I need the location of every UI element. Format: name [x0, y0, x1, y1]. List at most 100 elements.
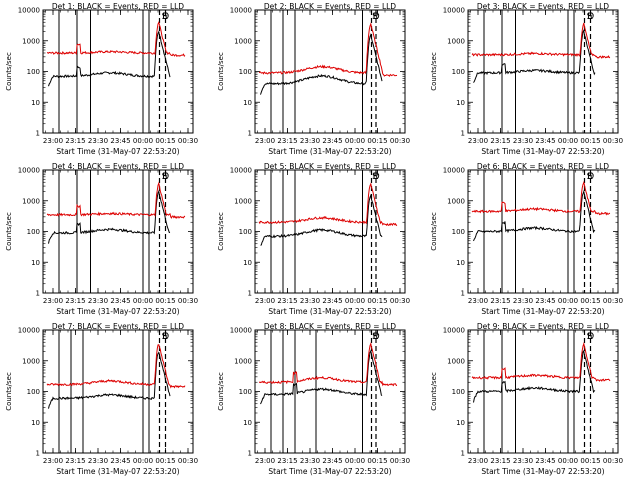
series-line-events	[260, 193, 383, 246]
event-marker-glyph: E	[373, 172, 379, 182]
event-marker-glyph: D	[373, 12, 380, 22]
x-tick-label: 00:30	[390, 137, 410, 145]
detector-plot-7: Det 7: BLACK = Events, RED = LLD Start Ti…	[5, 322, 198, 476]
y-axis-label: Counts/sec	[5, 212, 13, 251]
event-marker-glyph: E	[162, 12, 168, 22]
event-marker-glyph: S	[372, 332, 378, 342]
x-tick-label: 23:00	[468, 457, 488, 465]
event-marker-glyph: S	[162, 12, 168, 22]
x-tick-label: 23:45	[110, 457, 130, 465]
x-axis-label: Start Time (31-May-07 22:53:20)	[268, 147, 391, 156]
y-tick-label: 10	[243, 99, 252, 107]
y-tick-label: 10	[31, 259, 40, 267]
event-marker-glyph: E	[587, 172, 593, 182]
y-tick-label: 10	[31, 419, 40, 427]
x-tick-label: 00:30	[603, 457, 623, 465]
x-tick-label: 23:00	[255, 457, 275, 465]
y-tick-label: 10000	[230, 7, 252, 15]
x-axis-label: Start Time (31-May-07 22:53:20)	[56, 147, 179, 156]
x-tick-label: 23:30	[300, 137, 320, 145]
x-axis-label: Start Time (31-May-07 22:53:20)	[56, 467, 179, 476]
y-axis-label: Counts/sec	[5, 52, 13, 91]
event-marker-glyph: D	[162, 332, 169, 342]
event-marker-glyph: S	[162, 172, 168, 182]
y-tick-label: 10000	[443, 327, 465, 335]
detector-plot-9: Det 9: BLACK = Events, RED = LLD Start Ti…	[430, 322, 623, 476]
event-marker-glyph: E	[587, 332, 593, 342]
y-tick-label: 1	[36, 450, 40, 458]
x-tick-label: 00:00	[558, 137, 578, 145]
x-axis-label: Start Time (31-May-07 22:53:20)	[481, 467, 604, 476]
x-tick-label: 00:15	[155, 137, 175, 145]
y-axis-label: Counts/sec	[217, 372, 225, 411]
x-tick-label: 23:45	[110, 137, 130, 145]
y-axis-label: Counts/sec	[217, 212, 225, 251]
event-marker-glyph: S	[162, 332, 168, 342]
series-line-events	[48, 351, 171, 409]
plot-title: Det 7: BLACK = Events, RED = LLD	[52, 322, 184, 331]
x-tick-label: 23:15	[277, 137, 297, 145]
x-tick-label: 00:30	[390, 457, 410, 465]
y-tick-label: 1000	[22, 37, 40, 45]
plot-title: Det 1: BLACK = Events, RED = LLD	[52, 2, 184, 11]
plot-title: Det 6: BLACK = Events, RED = LLD	[477, 162, 609, 171]
y-axis-label: Counts/sec	[217, 52, 225, 91]
x-tick-label: 23:15	[490, 457, 510, 465]
x-tick-label: 23:15	[65, 457, 85, 465]
plot-frame	[254, 329, 406, 454]
y-tick-label: 1	[36, 130, 40, 138]
y-tick-label: 10	[243, 419, 252, 427]
plot-title: Det 4: BLACK = Events, RED = LLD	[52, 162, 184, 171]
x-tick-label: 23:45	[322, 137, 342, 145]
detector-plot-4: Det 4: BLACK = Events, RED = LLD Start Ti…	[5, 162, 198, 316]
event-marker-glyph: D	[373, 172, 380, 182]
x-tick-label: 23:15	[490, 137, 510, 145]
x-tick-label: 23:00	[43, 137, 63, 145]
y-tick-label: 1	[36, 290, 40, 298]
x-tick-label: 00:15	[367, 457, 387, 465]
x-tick-label: 00:15	[367, 297, 387, 305]
x-tick-label: 23:15	[65, 137, 85, 145]
y-tick-label: 1000	[22, 357, 40, 365]
series-line-lld	[471, 180, 611, 216]
series-line-events	[473, 189, 596, 242]
y-tick-label: 1000	[447, 37, 465, 45]
event-marker-glyph: E	[162, 332, 168, 342]
y-tick-label: 1000	[234, 37, 252, 45]
y-tick-label: 1	[461, 450, 465, 458]
x-tick-label: 23:15	[277, 457, 297, 465]
y-tick-label: 1000	[234, 197, 252, 205]
y-tick-label: 1000	[447, 357, 465, 365]
y-tick-label: 100	[27, 228, 40, 236]
plot-frame	[254, 169, 406, 294]
event-marker-glyph: D	[587, 332, 594, 342]
x-axis-label: Start Time (31-May-07 22:53:20)	[481, 307, 604, 316]
y-axis-label: Counts/sec	[430, 52, 438, 91]
y-tick-label: 10	[243, 259, 252, 267]
y-tick-label: 10000	[230, 167, 252, 175]
x-tick-label: 23:00	[43, 457, 63, 465]
y-tick-label: 10000	[443, 167, 465, 175]
x-tick-label: 23:30	[513, 297, 533, 305]
x-tick-label: 23:30	[88, 297, 108, 305]
y-tick-label: 10000	[230, 327, 252, 335]
detector-plot-3: Det 3: BLACK = Events, RED = LLD Start Ti…	[430, 2, 623, 156]
x-tick-label: 00:30	[178, 297, 198, 305]
plot-title: Det 2: BLACK = Events, RED = LLD	[264, 2, 396, 11]
plot-title: Det 8: BLACK = Events, RED = LLD	[264, 322, 396, 331]
series-line-lld	[46, 21, 186, 57]
x-tick-label: 23:45	[322, 457, 342, 465]
x-tick-label: 23:45	[110, 297, 130, 305]
x-tick-label: 23:45	[535, 137, 555, 145]
series-line-lld	[258, 341, 398, 387]
x-axis-label: Start Time (31-May-07 22:53:20)	[268, 307, 391, 316]
x-tick-label: 23:30	[300, 457, 320, 465]
y-tick-label: 100	[452, 228, 465, 236]
x-tick-label: 00:15	[580, 297, 600, 305]
y-tick-label: 100	[27, 68, 40, 76]
x-tick-label: 23:00	[43, 297, 63, 305]
x-tick-label: 23:30	[300, 297, 320, 305]
series-line-events	[48, 189, 171, 244]
x-tick-label: 23:30	[88, 137, 108, 145]
event-marker-glyph: D	[373, 332, 380, 342]
